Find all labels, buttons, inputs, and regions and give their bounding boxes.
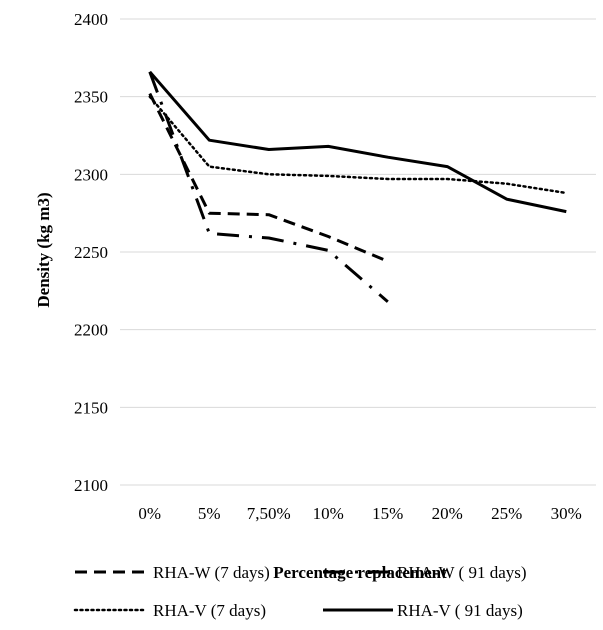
y-tick-label: 2250	[74, 243, 108, 262]
gridlines	[120, 18, 596, 486]
y-tick-label: 2300	[74, 165, 108, 184]
series-line-2	[148, 71, 389, 303]
legend-label-3: RHA-V (7 days)	[153, 601, 266, 620]
x-tick-label: 7,50%	[247, 504, 291, 523]
legend: RHA-W (7 days) RHA-W ( 91 days) RHA-V (7 d…	[73, 563, 527, 620]
legend-label-4: RHA-V ( 91 days)	[397, 601, 523, 620]
y-tick-label: 2100	[74, 476, 108, 495]
x-tick-label: 5%	[198, 504, 221, 523]
y-tick-label: 2150	[74, 398, 108, 417]
legend-label-2: RHA-W ( 91 days)	[397, 563, 527, 582]
x-tick-labels: 0% 5% 7,50% 10% 15% 20% 25% 30%	[138, 504, 581, 523]
series-line-4	[148, 70, 567, 214]
x-tick-label: 25%	[491, 504, 522, 523]
x-tick-label: 10%	[313, 504, 344, 523]
legend-label-1: RHA-W (7 days)	[153, 563, 270, 582]
y-tick-label: 2350	[74, 88, 108, 107]
series-line-3	[148, 95, 568, 195]
x-tick-label: 30%	[551, 504, 582, 523]
x-axis-title: Percentage replacement	[273, 563, 447, 582]
y-axis-title: Density (kg m3)	[34, 192, 53, 307]
x-tick-label: 15%	[372, 504, 403, 523]
series-lines	[148, 70, 568, 303]
y-tick-label: 2200	[74, 321, 108, 340]
series-line-1	[148, 92, 389, 263]
y-tick-labels: 2100 2150 2200 2250 2300 2350 2400	[74, 10, 108, 495]
x-tick-label: 20%	[432, 504, 463, 523]
y-tick-label: 2400	[74, 10, 108, 29]
x-tick-label: 0%	[138, 504, 161, 523]
